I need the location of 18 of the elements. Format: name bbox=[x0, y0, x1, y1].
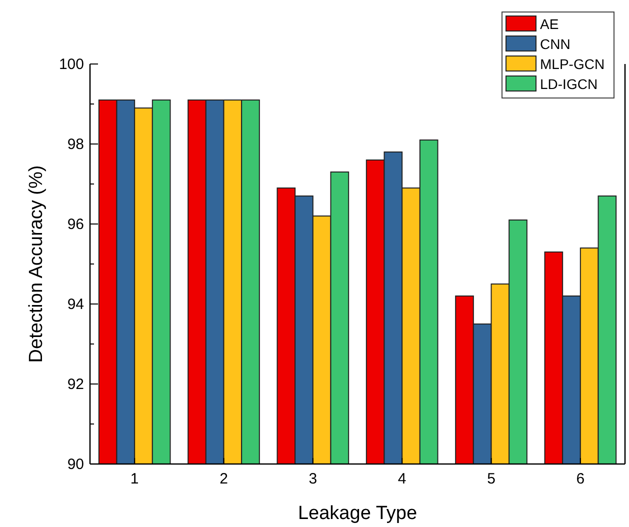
x-axis-title: Leakage Type bbox=[298, 503, 418, 524]
x-tick-label: 6 bbox=[576, 470, 585, 488]
legend-label: MLP-GCN bbox=[540, 56, 605, 72]
y-tick-label: 92 bbox=[67, 376, 84, 393]
legend-label: CNN bbox=[540, 36, 570, 52]
legend-label: LD-IGCN bbox=[540, 76, 598, 92]
y-tick-label: 98 bbox=[67, 136, 84, 153]
x-tick-label: 2 bbox=[220, 470, 228, 488]
x-tick-label: 3 bbox=[308, 470, 318, 488]
x-tick-label: 1 bbox=[130, 470, 139, 488]
legend-label: AE bbox=[540, 16, 559, 32]
x-tick-label: 5 bbox=[487, 470, 496, 488]
x-tick-label: 4 bbox=[398, 470, 406, 488]
y-tick-label: 90 bbox=[67, 456, 84, 473]
y-tick-label: 96 bbox=[67, 216, 84, 233]
y-tick-label: 100 bbox=[58, 56, 84, 73]
y-tick-label: 94 bbox=[67, 296, 84, 313]
y-axis-title: Detection Accuracy (%) bbox=[26, 165, 47, 363]
